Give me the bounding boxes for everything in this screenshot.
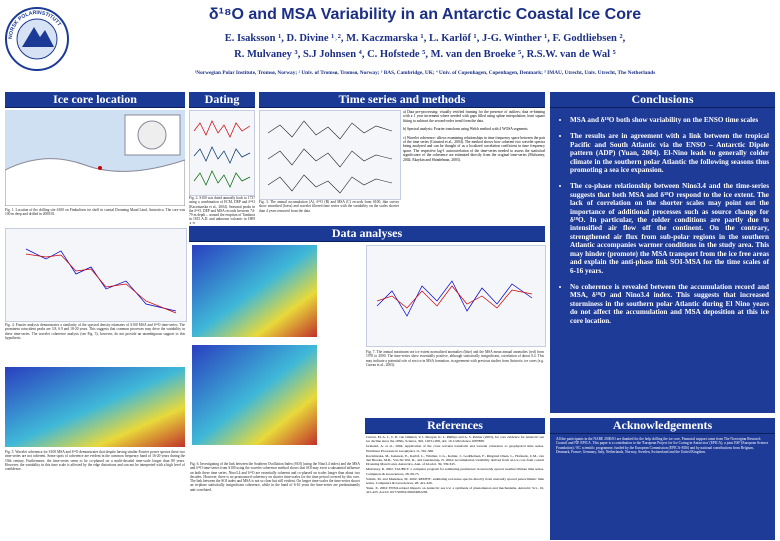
reference: Mulvaney, R. 2002, TAUBUT: a computer pr… [366, 467, 544, 476]
caption: Fig. 3. The annual accumulation (A), δ¹⁸… [259, 200, 399, 213]
acknowledgements: All the participants in the NARE 2000/01… [550, 434, 775, 540]
spectrum-figure [5, 228, 187, 322]
reference: Yuan, X. 2004: ENSO-related impacts on A… [366, 486, 544, 495]
caption: Fig. 6. Investigating of the link betwee… [190, 462, 360, 492]
map-figure [5, 110, 185, 206]
heading: Data analyses [189, 226, 545, 242]
wavelet-figure [192, 345, 317, 445]
dating-figure [189, 110, 255, 196]
heading: References [365, 418, 545, 434]
seaice-figure [366, 245, 546, 347]
caption: Fig. 5. Wavelet coherence for S100 MSA a… [5, 450, 185, 472]
author-line: R. Mulvaney ³, S.J Johnsen ⁴, C. Hofsted… [234, 49, 616, 60]
author-line: E. Isaksson ¹, D. Divine ¹˒², M. Kaczmar… [224, 33, 626, 44]
affiliations: ¹Norwegian Polar Institute, Tromsø, Norw… [194, 70, 656, 76]
conclusion: The co-phase relationship between Nino3.… [570, 182, 769, 274]
reference: Curran, M. A. J., T. D. van Ommen, V. I.… [366, 435, 544, 444]
caption: Fig. 7. The annual maximum sea ice exten… [366, 350, 544, 367]
timeseries-figure [259, 110, 401, 200]
heading: Acknowledgements [550, 418, 775, 434]
conclusions: MSA and δ¹⁸O both show variability on th… [550, 108, 775, 413]
reference: Kaczmarska, M., Isaksson, E., Karlöf, L.… [366, 453, 544, 467]
caption: Fig. 4. Fourier analysis demonstrates a … [5, 323, 185, 340]
method-text: c) Wavelet coherence: allows examining r… [403, 135, 545, 162]
references: Curran, M. A. J., T. D. van Ommen, V. I.… [366, 435, 544, 540]
conclusion: MSA and δ¹⁸O both show variability on th… [570, 116, 769, 124]
reference: Grinsted, A. et al., 2004, Application o… [366, 444, 544, 453]
methods: a) Data pre-processing: visually verifie… [403, 110, 545, 224]
heading: Conclusions [550, 92, 775, 108]
caption: Fig. 2. S100 was dated annually back to … [189, 196, 255, 224]
heading: Ice core location [5, 92, 185, 108]
caption: Fig. 1. Location of the drilling site S1… [5, 208, 185, 217]
title: δ¹⁸O and MSA Variability in an Antarctic… [208, 6, 642, 23]
method-text: a) Data pre-processing: visually verifie… [403, 110, 545, 123]
conclusion: The results are in agreement with a link… [570, 132, 769, 174]
logo: NORSK POLARINSTITUTT [5, 7, 69, 71]
wavelet-figure [5, 367, 185, 447]
conclusion: No coherence is revealed between the acc… [570, 283, 769, 325]
wavelet-figure [192, 245, 317, 337]
heading: Time series and methods [259, 92, 545, 108]
heading: Dating [189, 92, 255, 108]
authors: E. Isaksson ¹, D. Divine ¹˒², M. Kaczmar… [80, 31, 770, 63]
reference: Schulz, M. and Mudelsee, M. 2002: REDFIT… [366, 476, 544, 486]
method-text: b) Spectral analysis: Fourier transform … [403, 127, 529, 132]
